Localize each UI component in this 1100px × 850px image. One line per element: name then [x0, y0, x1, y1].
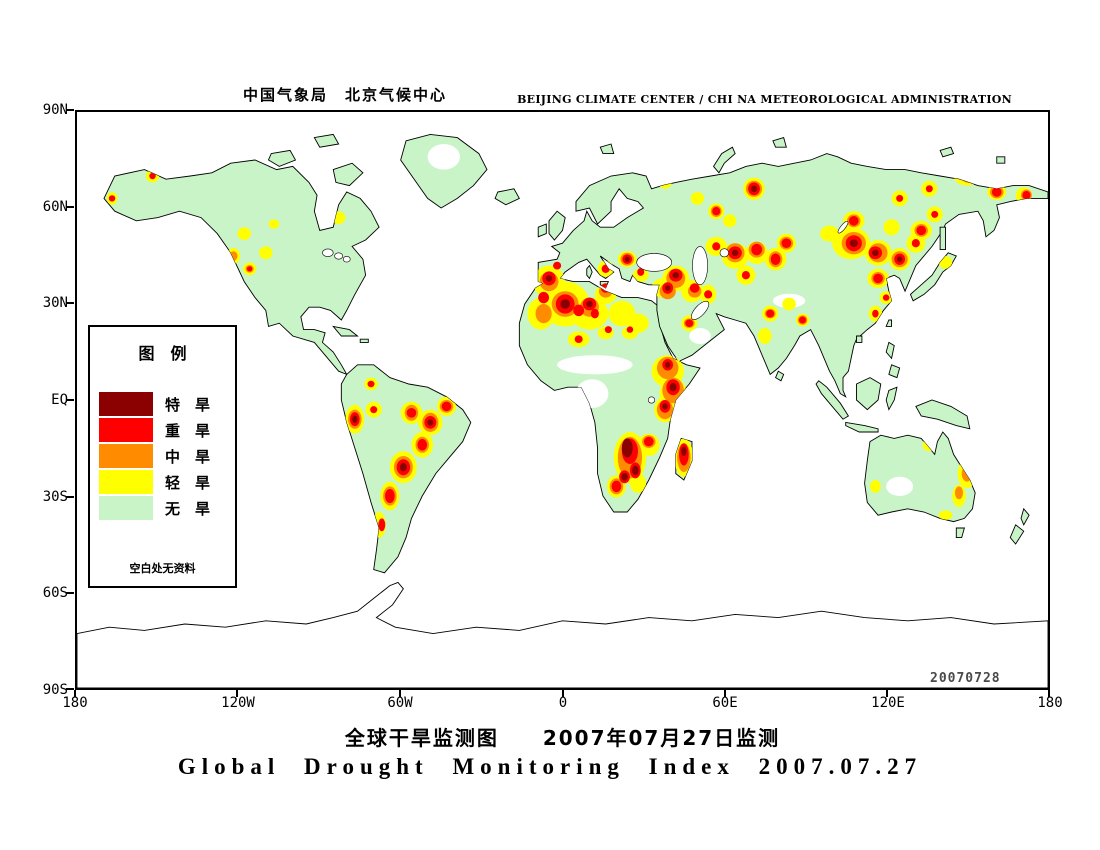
legend-label-extreme: 特 旱: [165, 395, 211, 414]
y-axis-label: 60N: [42, 199, 68, 215]
legend-item-severe: 重 旱: [99, 417, 231, 443]
axis-tick: [66, 592, 74, 594]
legend-item-moderate: 中 旱: [99, 443, 231, 469]
legend-rows: 特 旱 重 旱 中 旱 轻 旱 无 旱: [99, 391, 231, 521]
legend-item-light: 轻 旱: [99, 469, 231, 495]
axis-tick: [66, 109, 74, 111]
axis-tick: [66, 496, 74, 498]
legend-swatch-moderate: [99, 444, 153, 468]
map-datestamp: 20070728: [930, 671, 1001, 686]
map-frame: [75, 110, 1050, 690]
axis-tick: [66, 302, 74, 304]
drought-overlay-layer: [106, 144, 1048, 538]
axis-tick: [724, 690, 726, 697]
x-axis-label: 120W: [221, 695, 255, 711]
axis-tick: [399, 690, 401, 697]
caption-cn: 全球干旱监测图 2007年07月27日监测: [344, 726, 781, 750]
x-axis-label: 60E: [712, 695, 738, 711]
no-data-patches: [427, 144, 914, 496]
x-axis-label: 180: [62, 695, 88, 711]
axis-tick: [562, 690, 564, 697]
axis-tick: [74, 690, 76, 697]
legend-swatch-extreme: [99, 392, 153, 416]
antarctica: [77, 582, 1048, 688]
axis-tick: [236, 690, 238, 697]
legend-label-severe: 重 旱: [165, 421, 211, 440]
legend-label-light: 轻 旱: [165, 473, 211, 492]
legend-item-none: 无 旱: [99, 495, 231, 521]
axis-tick: [66, 688, 74, 690]
legend-label-none: 无 旱: [165, 499, 211, 518]
y-axis-label: 60S: [42, 585, 68, 601]
legend-note: 空白处无资料: [129, 562, 196, 575]
extreme-drought-blobs: [352, 172, 976, 481]
x-axis-label: 60W: [387, 695, 413, 711]
y-axis-label: 30S: [42, 489, 68, 505]
legend-box: 图 例 特 旱 重 旱 中 旱 轻 旱 无 旱 空白处无资料: [88, 325, 237, 588]
y-axis-label: EQ: [51, 392, 68, 408]
legend-swatch-severe: [99, 418, 153, 442]
header-title-en: BEIJING CLIMATE CENTER / CHI NA METEOROL…: [517, 93, 1012, 106]
inland-water: [322, 220, 849, 403]
header-title-cn: 中国气象局 北京气候中心: [243, 86, 448, 104]
legend-title: 图 例: [138, 344, 187, 363]
axis-tick: [1048, 690, 1050, 697]
world-map: [77, 112, 1048, 688]
x-axis-label: 180: [1037, 695, 1063, 711]
legend-swatch-light: [99, 470, 153, 494]
legend-swatch-none: [99, 496, 153, 520]
x-axis-label: 120E: [871, 695, 905, 711]
legend-item-extreme: 特 旱: [99, 391, 231, 417]
y-axis-label: 90N: [42, 102, 68, 118]
axis-tick: [886, 690, 888, 697]
legend-label-moderate: 中 旱: [165, 447, 211, 466]
x-axis-label: 0: [558, 695, 568, 711]
axis-tick: [66, 399, 74, 401]
y-axis-label: 90S: [42, 682, 68, 698]
axis-tick: [66, 206, 74, 208]
caption-en: Global Drought Monitoring Index 2007.07.…: [177, 754, 923, 779]
y-axis-label: 30N: [42, 295, 68, 311]
